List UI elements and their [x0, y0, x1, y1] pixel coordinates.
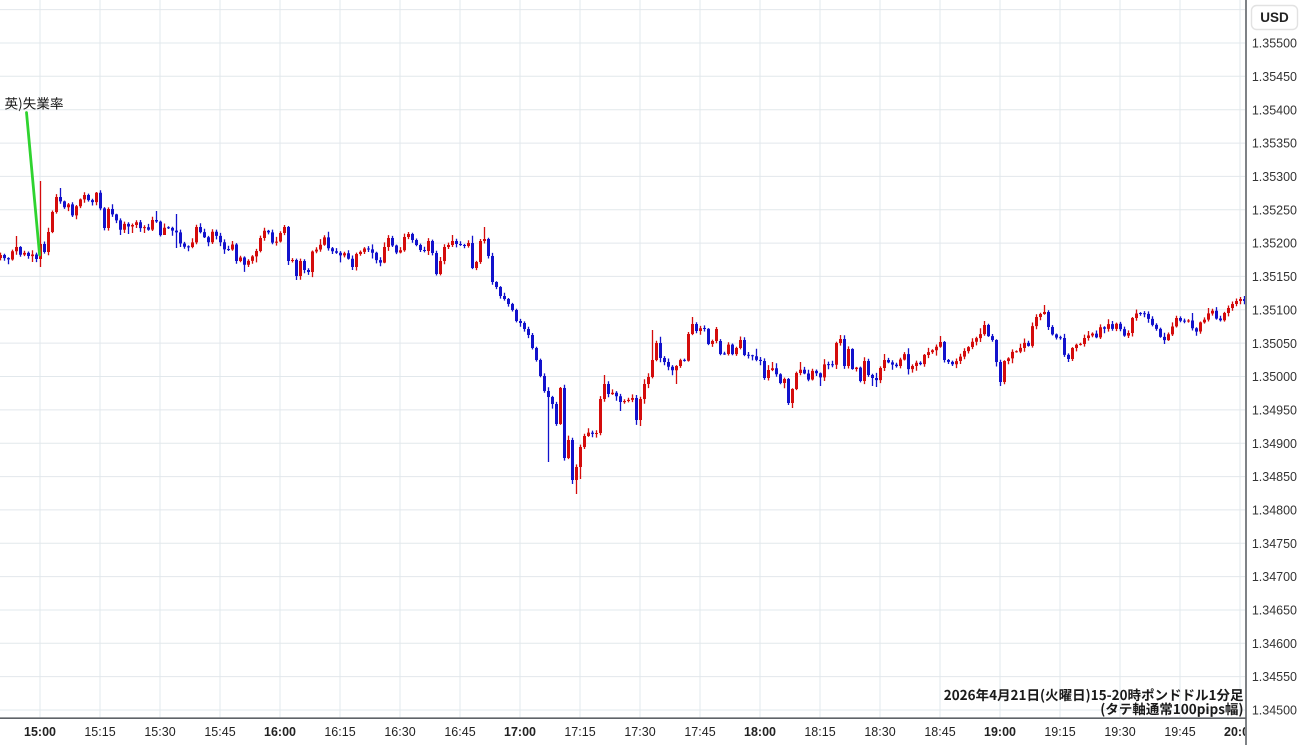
svg-text:1.34700: 1.34700	[1252, 570, 1297, 584]
svg-text:1.34500: 1.34500	[1252, 704, 1297, 718]
svg-text:1.35000: 1.35000	[1252, 370, 1297, 384]
svg-text:1.35250: 1.35250	[1252, 203, 1297, 217]
svg-text:15:00: 15:00	[24, 725, 56, 739]
svg-text:1.35150: 1.35150	[1252, 270, 1297, 284]
svg-text:19:45: 19:45	[1164, 725, 1195, 739]
svg-text:1.34800: 1.34800	[1252, 504, 1297, 518]
svg-text:1.34950: 1.34950	[1252, 404, 1297, 418]
svg-text:1.35300: 1.35300	[1252, 170, 1297, 184]
svg-text:1.34650: 1.34650	[1252, 604, 1297, 618]
svg-text:15:15: 15:15	[84, 725, 115, 739]
svg-text:18:45: 18:45	[924, 725, 955, 739]
svg-text:15:30: 15:30	[144, 725, 175, 739]
svg-text:1.34850: 1.34850	[1252, 470, 1297, 484]
svg-text:1.35350: 1.35350	[1252, 137, 1297, 151]
svg-text:1.35400: 1.35400	[1252, 103, 1297, 117]
svg-text:20:00: 20:00	[1224, 725, 1256, 739]
svg-text:USD: USD	[1260, 10, 1289, 25]
svg-text:19:15: 19:15	[1044, 725, 1075, 739]
svg-text:17:30: 17:30	[624, 725, 655, 739]
svg-text:16:00: 16:00	[264, 725, 296, 739]
svg-text:1.34550: 1.34550	[1252, 670, 1297, 684]
svg-text:1.35100: 1.35100	[1252, 303, 1297, 317]
svg-text:1.34600: 1.34600	[1252, 637, 1297, 651]
svg-text:18:30: 18:30	[864, 725, 895, 739]
svg-text:17:15: 17:15	[564, 725, 595, 739]
svg-text:1.35500: 1.35500	[1252, 37, 1297, 51]
svg-text:1.35050: 1.35050	[1252, 337, 1297, 351]
svg-text:16:30: 16:30	[384, 725, 415, 739]
svg-text:15:45: 15:45	[204, 725, 235, 739]
svg-text:19:00: 19:00	[984, 725, 1016, 739]
svg-text:1.34900: 1.34900	[1252, 437, 1297, 451]
svg-text:17:00: 17:00	[504, 725, 536, 739]
svg-text:16:45: 16:45	[444, 725, 475, 739]
svg-text:1.35200: 1.35200	[1252, 237, 1297, 251]
svg-text:18:00: 18:00	[744, 725, 776, 739]
svg-text:16:15: 16:15	[324, 725, 355, 739]
svg-text:1.35450: 1.35450	[1252, 70, 1297, 84]
svg-text:17:45: 17:45	[684, 725, 715, 739]
svg-text:18:15: 18:15	[804, 725, 835, 739]
svg-text:19:30: 19:30	[1104, 725, 1135, 739]
svg-text:1.34750: 1.34750	[1252, 537, 1297, 551]
